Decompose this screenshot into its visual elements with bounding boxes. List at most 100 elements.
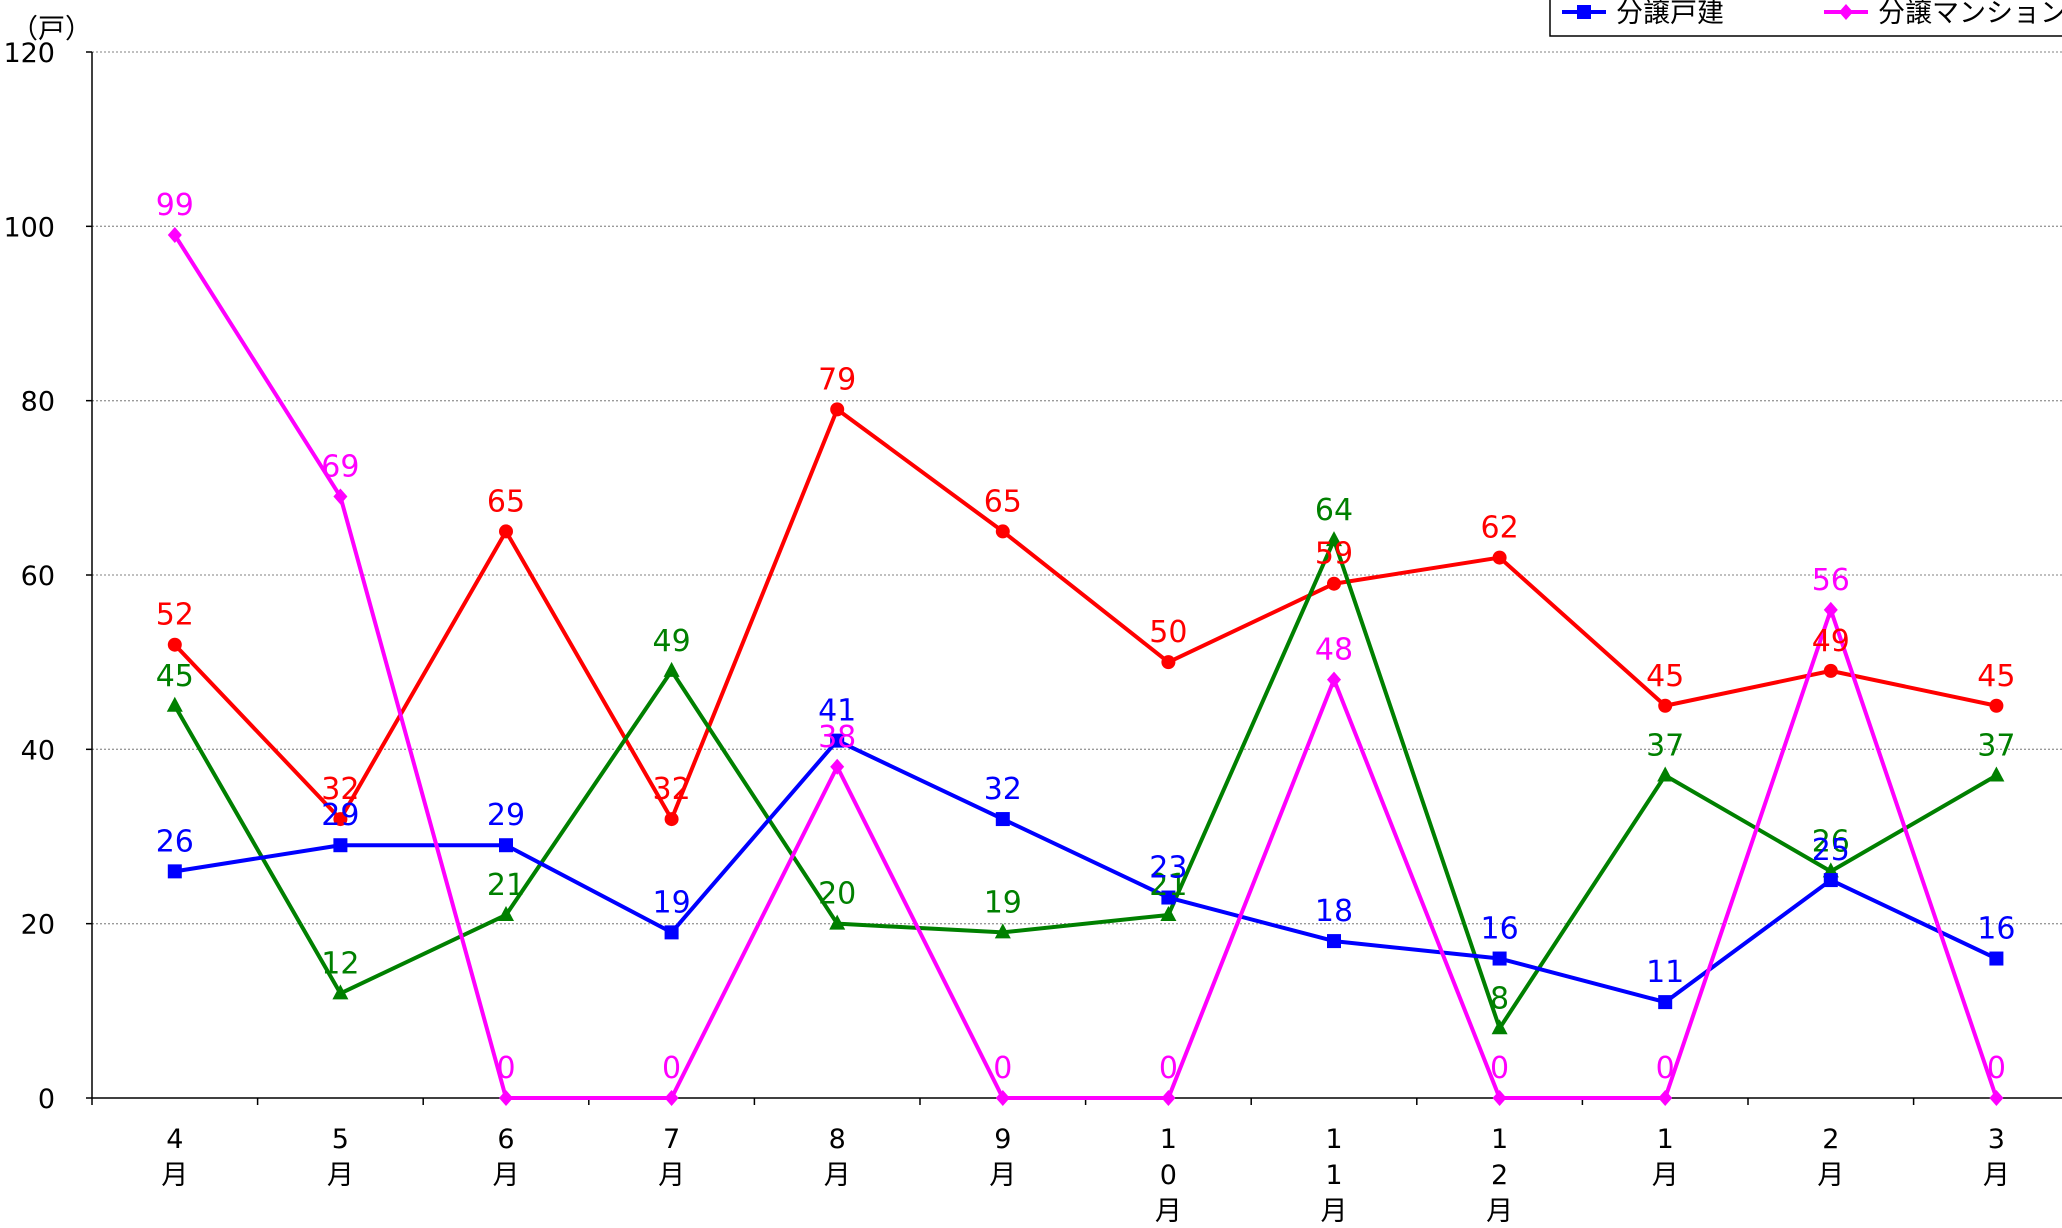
data-point [830,758,845,775]
x-tick-label: 1 [1325,1124,1342,1155]
x-tick-label: 6 [497,1124,514,1155]
data-label: 50 [1149,615,1187,650]
series-line [173,233,1999,1100]
series-line [174,738,1998,1005]
data-point [1823,873,1838,888]
data-point [1492,550,1507,565]
data-point [1326,531,1342,547]
data-label: 26 [156,824,194,859]
data-label: 29 [321,798,359,833]
data-label: 56 [1812,563,1850,598]
x-tick-label: 月 [1652,1160,1679,1191]
data-label: 11 [1646,955,1684,990]
x-tick-label: 月 [1155,1196,1182,1227]
x-tick-label: 月 [327,1160,354,1191]
data-point [167,227,182,244]
x-tick-label: 1 [1657,1124,1674,1155]
legend: 分譲戸建 分譲マンション [1549,0,2062,37]
x-tick-label: 9 [994,1124,1011,1155]
data-label: 38 [818,720,856,755]
data-point [333,488,348,505]
data-point [167,864,182,879]
data-point [1989,951,2004,966]
x-tick-label: 月 [1486,1196,1513,1227]
data-label: 0 [496,1051,515,1086]
data-point [1492,951,1507,966]
data-point [1988,766,2005,782]
data-label: 0 [993,1051,1012,1086]
data-label: 99 [156,188,194,223]
data-point [1491,1019,1508,1035]
data-label: 32 [653,772,691,807]
x-tick-label: 月 [658,1160,685,1191]
data-point [1327,671,1341,688]
data-label: 19 [984,885,1022,920]
data-labels: 52 32 65 32 79 65 50 59 62 45 49 45 45 12 21 49 20 19 21 64… [156,188,2016,1086]
x-tick-label: 月 [493,1160,520,1191]
data-label: 64 [1315,493,1353,528]
data-point [664,1090,679,1106]
data-point [499,524,513,539]
data-point [1327,934,1341,949]
data-label: 8 [1490,981,1509,1016]
data-point [1658,995,1673,1010]
series-line [173,407,1997,822]
x-tick-label: 月 [989,1160,1016,1191]
y-tick-label: 100 [3,212,55,243]
data-point [663,661,680,677]
data-label: 65 [487,484,525,519]
series-lines [166,227,2005,1106]
data-label: 37 [1977,728,2015,763]
x-tick-label: 8 [829,1124,846,1155]
data-point [664,812,679,827]
data-label: 0 [1490,1051,1509,1086]
data-point [167,637,182,652]
data-label: 16 [1977,912,2015,947]
legend-box [1549,0,2062,37]
y-tick-label: 60 [21,561,55,592]
data-point [498,905,514,921]
data-label: 41 [818,694,856,729]
data-label: 21 [487,868,525,903]
data-point [333,838,348,853]
data-label: 21 [1149,868,1187,903]
data-label: 0 [662,1051,681,1086]
data-point [994,923,1011,939]
data-point [1839,4,1853,20]
data-label: 62 [1481,511,1519,546]
data-point [995,1090,1010,1106]
data-point [1658,698,1673,713]
data-label: 49 [653,624,691,659]
data-point [830,402,845,417]
data-label: 45 [156,659,194,694]
data-label: 23 [1149,851,1187,886]
x-tick-label: 3 [1988,1124,2005,1155]
legend-label: 分譲マンション [1878,0,2062,29]
data-point [1577,5,1591,19]
data-point [1823,601,1838,618]
x-tick-label: 2 [1491,1160,1508,1191]
data-label: 32 [984,772,1022,807]
data-label: 0 [1656,1051,1675,1086]
data-label: 18 [1315,894,1353,929]
x-tick-label: 1 [1491,1124,1508,1155]
data-point [1492,1090,1507,1106]
y-tick-label: 20 [21,910,55,941]
x-tick-label: 月 [1817,1160,1844,1191]
data-label: 0 [1159,1051,1178,1086]
series-line [173,538,1998,1031]
data-point [1327,576,1341,591]
data-point [664,925,679,940]
data-point [1161,890,1176,905]
series-2 [167,733,2004,1010]
data-label: 49 [1812,624,1850,659]
data-label: 19 [653,885,691,920]
data-point [1160,905,1177,921]
data-label: 45 [1646,659,1684,694]
data-point [499,1090,513,1106]
data-label: 48 [1315,633,1353,668]
x-tick-label: 1 [1160,1124,1177,1155]
series-1 [166,531,2005,1035]
data-label: 37 [1646,728,1684,763]
